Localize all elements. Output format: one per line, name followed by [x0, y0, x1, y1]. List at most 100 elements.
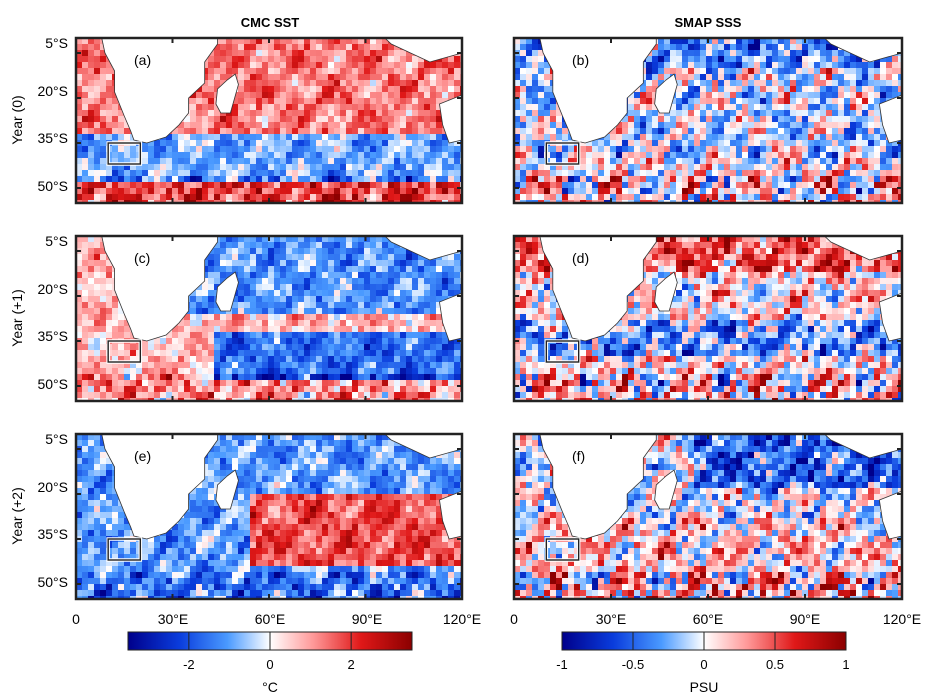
heatmap-cell [274, 284, 281, 291]
heatmap-cell [106, 68, 113, 75]
heatmap-cell [82, 332, 89, 339]
heatmap-cell [322, 44, 329, 51]
heatmap-cell [316, 110, 323, 117]
heatmap-cell [322, 326, 329, 333]
heatmap-cell [412, 86, 419, 93]
heatmap-cell [334, 506, 341, 513]
heatmap-cell [94, 188, 101, 195]
heatmap-cell [358, 128, 365, 135]
heatmap-cell [124, 128, 131, 135]
heatmap-cell [262, 524, 269, 531]
heatmap-cell [214, 506, 221, 513]
heatmap-cell [298, 518, 305, 525]
heatmap-cell [256, 530, 263, 537]
heatmap-cell [424, 86, 431, 93]
heatmap-cell [304, 134, 311, 141]
heatmap-cell [328, 386, 335, 393]
heatmap-cell [322, 242, 329, 249]
heatmap-cell [328, 332, 335, 339]
heatmap-cell [448, 152, 455, 159]
heatmap-cell [100, 314, 107, 321]
heatmap-cell [286, 140, 293, 147]
heatmap-cell [418, 284, 425, 291]
heatmap-cell [346, 122, 353, 129]
heatmap-cell [256, 56, 263, 63]
heatmap-cell [184, 548, 191, 555]
heatmap-cell [370, 98, 377, 105]
heatmap-cell [316, 368, 323, 375]
heatmap-cell [124, 134, 131, 141]
heatmap-cell [244, 104, 251, 111]
heatmap-cell [400, 140, 407, 147]
heatmap-cell [304, 122, 311, 129]
land-maritime-continent [384, 38, 462, 63]
heatmap-cell [232, 314, 239, 321]
heatmap-cell [142, 200, 149, 203]
heatmap-field [76, 236, 462, 401]
heatmap-cell [382, 344, 389, 351]
heatmap-cell [106, 386, 113, 393]
heatmap-cell [256, 452, 263, 459]
heatmap-cell [280, 200, 287, 203]
heatmap-cell [340, 38, 347, 45]
heatmap-cell [76, 68, 83, 75]
heatmap-cell [340, 500, 347, 507]
heatmap-cell [100, 62, 107, 69]
heatmap-cell [106, 488, 113, 495]
heatmap-cell [196, 110, 203, 117]
heatmap-cell [262, 512, 269, 519]
heatmap-cell [364, 374, 371, 381]
heatmap-cell [256, 380, 263, 387]
heatmap-cell [394, 182, 401, 189]
heatmap-cell [196, 506, 203, 513]
heatmap-cell [238, 158, 245, 165]
heatmap-cell [352, 494, 359, 501]
heatmap-cell [154, 188, 161, 195]
heatmap-cell [238, 194, 245, 201]
heatmap-cell [316, 50, 323, 57]
heatmap-cell [298, 458, 305, 465]
heatmap-cell [226, 326, 233, 333]
heatmap-cell [214, 542, 221, 549]
heatmap-cell [178, 170, 185, 177]
heatmap-cell [190, 134, 197, 141]
heatmap-cell [436, 314, 443, 321]
heatmap-cell [274, 50, 281, 57]
heatmap-cell [394, 500, 401, 507]
heatmap-cell [178, 518, 185, 525]
heatmap-cell [382, 38, 389, 45]
heatmap-cell [406, 188, 413, 195]
heatmap-cell [226, 38, 233, 45]
heatmap-cell [454, 86, 461, 93]
heatmap-cell [430, 494, 437, 501]
heatmap-cell [166, 398, 173, 401]
heatmap-cell [238, 200, 245, 203]
heatmap-cell [256, 344, 263, 351]
heatmap-cell [208, 380, 215, 387]
heatmap-cell [424, 140, 431, 147]
heatmap-cell [286, 386, 293, 393]
heatmap-cell [274, 236, 281, 243]
heatmap-cell [76, 56, 83, 63]
heatmap-cell [346, 74, 353, 81]
heatmap-cell [298, 434, 305, 441]
heatmap-cell [394, 68, 401, 75]
heatmap-cell [412, 452, 419, 459]
heatmap-cell [340, 362, 347, 369]
heatmap-cell [310, 200, 317, 203]
heatmap-cell [196, 344, 203, 351]
heatmap-cell [142, 170, 149, 177]
heatmap-cell [226, 152, 233, 159]
heatmap-cell [394, 158, 401, 165]
heatmap-cell [400, 524, 407, 531]
heatmap-cell [268, 482, 275, 489]
heatmap-cell [76, 110, 83, 117]
heatmap-cell [334, 158, 341, 165]
heatmap-cell [142, 398, 149, 401]
heatmap-cell [178, 530, 185, 537]
heatmap-cell [268, 86, 275, 93]
heatmap-cell [316, 464, 323, 471]
heatmap-cell [82, 368, 89, 375]
heatmap-cell [88, 68, 95, 75]
heatmap-cell [250, 392, 257, 399]
